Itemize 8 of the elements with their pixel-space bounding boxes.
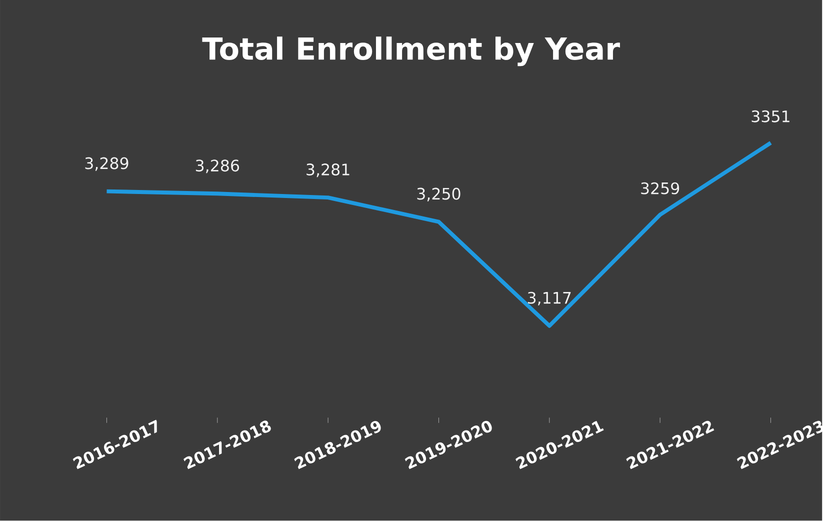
data-label: 3,250 xyxy=(417,188,460,202)
data-label: 3,286 xyxy=(196,160,240,174)
chart-title: Total Enrollment by Year xyxy=(202,36,620,66)
data-label: 3351 xyxy=(752,110,790,122)
data-label: 3,289 xyxy=(85,157,128,171)
data-label: 3259 xyxy=(641,182,680,194)
data-label: 3,117 xyxy=(528,292,571,306)
data-label: 3,281 xyxy=(306,164,350,178)
